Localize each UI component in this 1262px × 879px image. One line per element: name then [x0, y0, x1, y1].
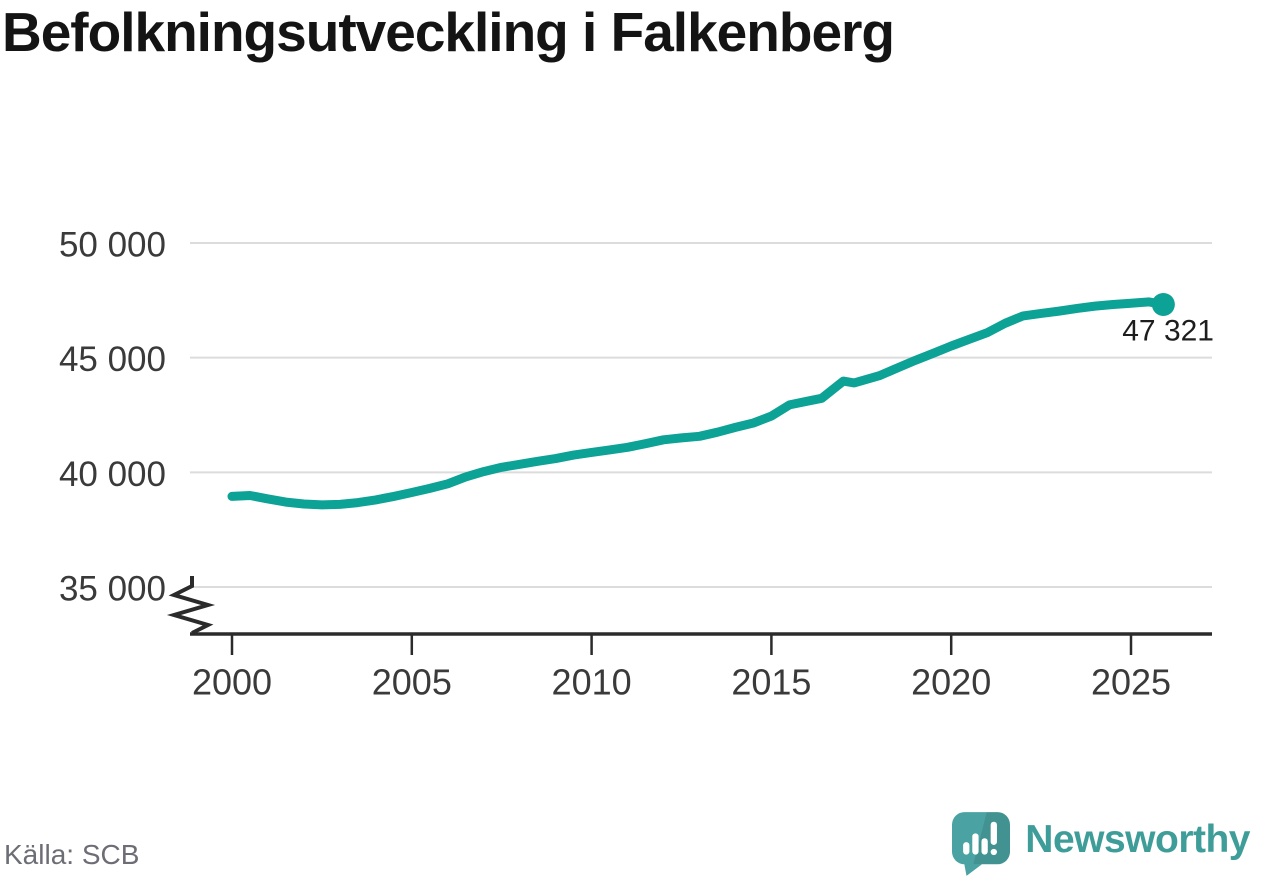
- exclamation-dot-icon: [990, 848, 998, 856]
- x-tick-label: 2000: [192, 662, 272, 703]
- source-note: Källa: SCB: [4, 839, 140, 870]
- newsworthy-logo-icon: [952, 812, 1011, 876]
- x-tick-label: 2025: [1091, 662, 1171, 703]
- exclamation-bar-icon: [990, 821, 998, 845]
- population-line: [227, 297, 1168, 510]
- newsworthy-logo: Newsworthy: [952, 812, 1250, 876]
- x-tick-label: 2015: [731, 662, 811, 703]
- last-value-label: 47 321: [1122, 315, 1214, 348]
- y-tick-label: 40 000: [59, 455, 166, 494]
- newsworthy-wordmark: Newsworthy: [1025, 817, 1250, 861]
- bar-icon-3: [981, 838, 989, 855]
- x-tick-label: 2020: [911, 662, 991, 703]
- bar-icon-2: [972, 833, 979, 855]
- y-tick-label: 45 000: [59, 340, 166, 379]
- y-tick-label: 50 000: [59, 226, 166, 265]
- axis-break-zigzag: [166, 576, 216, 635]
- y-tick-label: 35 000: [59, 570, 166, 609]
- speech-bubble-tail: [963, 860, 983, 876]
- chart-title: Befolkningsutveckling i Falkenberg: [2, 1, 895, 63]
- x-tick-label: 2010: [552, 662, 632, 703]
- x-tick-label: 2005: [372, 662, 452, 703]
- last-point-marker: [1151, 292, 1175, 316]
- bar-icon-1: [963, 842, 970, 855]
